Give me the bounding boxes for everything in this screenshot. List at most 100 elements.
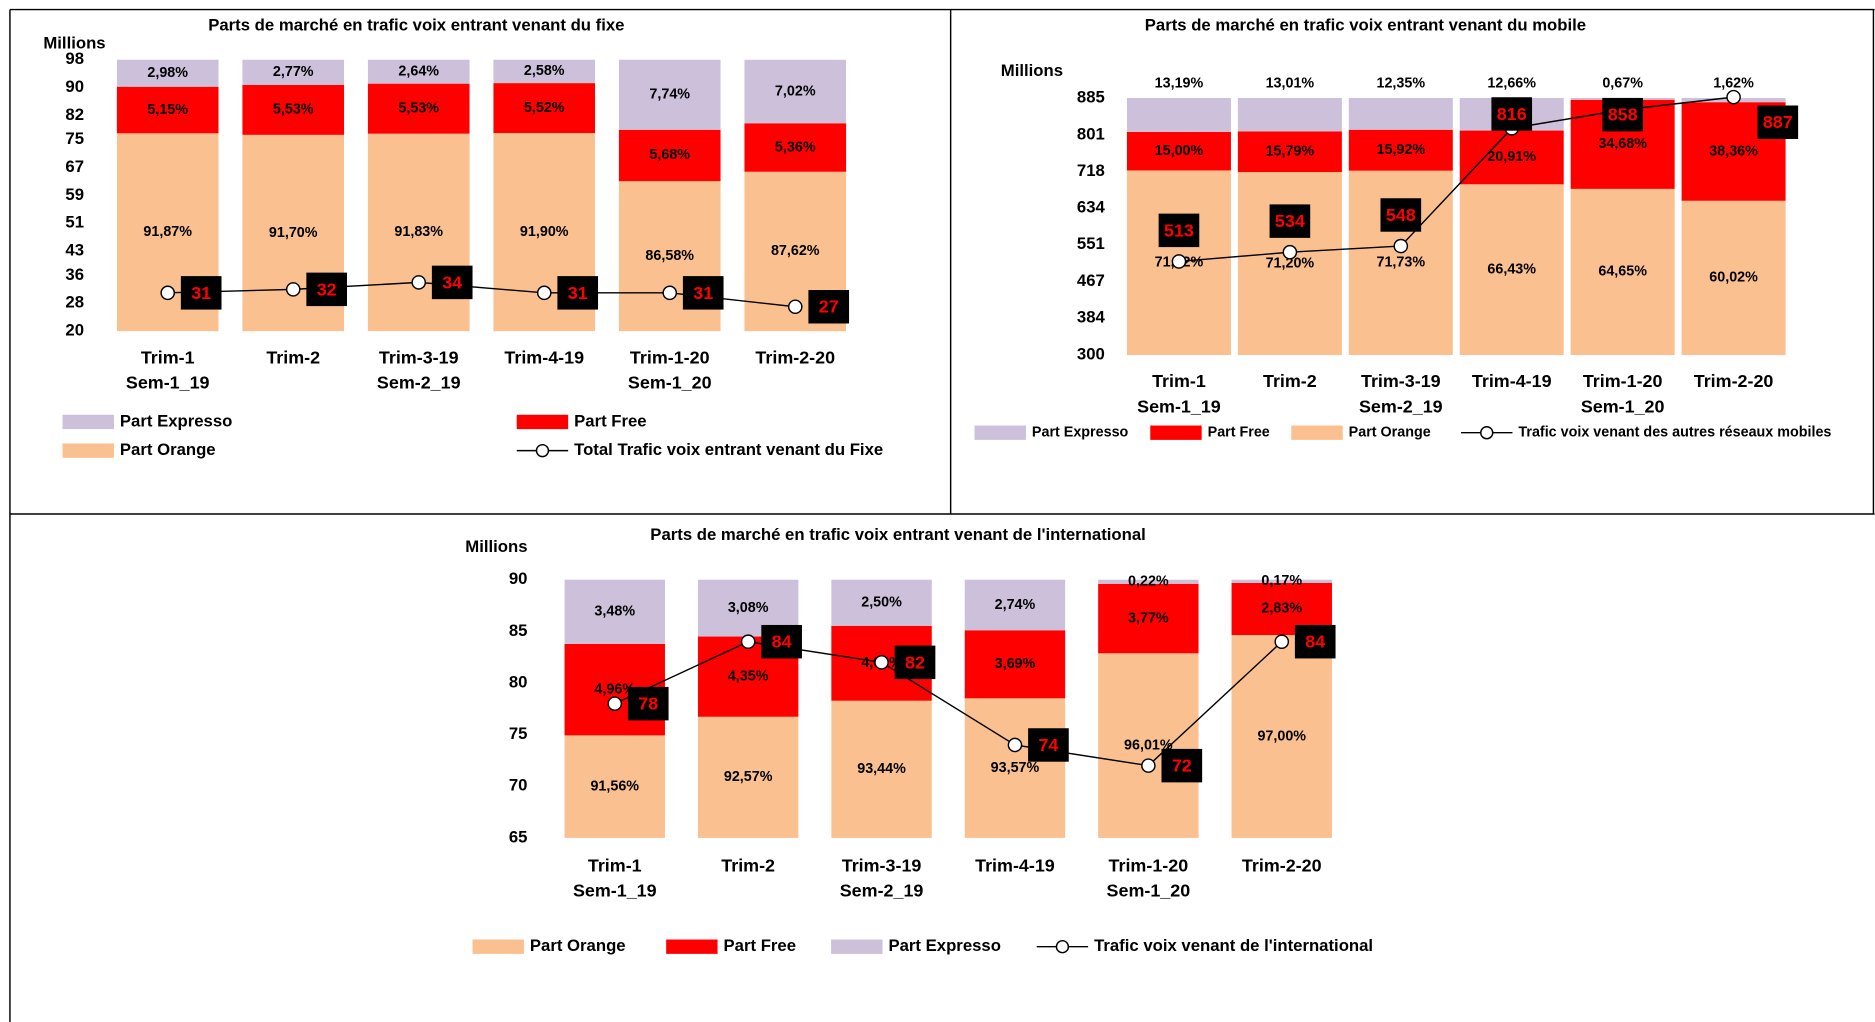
y-tick-label: 98 xyxy=(65,49,84,68)
value-label: 71,73% xyxy=(1377,255,1426,271)
y-tick-label: 67 xyxy=(65,157,84,176)
data-label: 548 xyxy=(1386,205,1416,225)
line-marker xyxy=(662,285,678,301)
data-label: 816 xyxy=(1497,104,1527,124)
y-tick-label: 467 xyxy=(1077,271,1105,290)
value-label: 91,70% xyxy=(269,225,318,241)
legend-swatch xyxy=(516,414,569,430)
value-label: 3,77% xyxy=(1128,610,1169,626)
data-label-box xyxy=(627,686,669,721)
legend-label: Part Orange xyxy=(530,936,626,955)
bar-segment xyxy=(1126,98,1231,132)
value-label: 91,83% xyxy=(394,224,443,240)
y-tick-label: 801 xyxy=(1077,124,1105,143)
value-label: 34,68% xyxy=(1598,136,1647,152)
legend-swatch xyxy=(1150,425,1202,440)
x-tick-label: Sem-2_19 xyxy=(840,880,924,900)
bar-segment xyxy=(1237,172,1342,356)
y-tick-label: 551 xyxy=(1077,234,1105,253)
bar-segment xyxy=(744,59,847,124)
bar-segment xyxy=(242,84,345,135)
bar-segment xyxy=(744,123,847,172)
axis-label: Millions xyxy=(465,537,527,556)
x-tick-label: Trim-3-19 xyxy=(1361,371,1441,391)
value-label: 5,36% xyxy=(775,139,816,155)
data-label: 84 xyxy=(1305,632,1325,652)
x-tick-label: Trim-3-19 xyxy=(842,855,922,875)
x-tick-label: Trim-2-20 xyxy=(755,347,835,367)
bar-segment xyxy=(964,630,1066,699)
legend-label: Trafic voix venant des autres réseaux mo… xyxy=(1518,424,1831,440)
x-tick-label: Sem-1_19 xyxy=(573,880,657,900)
y-tick-label: 65 xyxy=(509,827,528,846)
data-label-box xyxy=(557,276,599,310)
legend-label: Part Orange xyxy=(120,440,216,459)
data-label-box xyxy=(1158,213,1200,248)
value-label: 97,00% xyxy=(1257,728,1306,744)
value-label: 87,62% xyxy=(771,243,820,259)
data-label: 534 xyxy=(1275,211,1305,231)
value-label: 64,65% xyxy=(1598,264,1647,280)
data-label-box xyxy=(431,265,473,300)
data-label: 513 xyxy=(1164,220,1194,240)
line-marker xyxy=(285,282,301,297)
value-label: 5,52% xyxy=(524,100,565,116)
value-label: 4,96% xyxy=(594,681,635,697)
value-label: 0,17% xyxy=(1261,573,1302,589)
bar-segment xyxy=(831,700,932,838)
legend-label: Part Free xyxy=(1208,424,1270,440)
line-marker xyxy=(1274,634,1290,649)
value-label: 2,50% xyxy=(861,595,902,611)
bar-segment xyxy=(1570,188,1675,356)
line-marker xyxy=(160,285,176,301)
line-marker xyxy=(1171,254,1187,269)
data-label: 74 xyxy=(1038,735,1058,755)
line-marker xyxy=(536,285,552,301)
data-label-box xyxy=(306,272,348,307)
y-tick-label: 885 xyxy=(1077,87,1105,106)
bar-segment xyxy=(1231,579,1332,583)
line-marker xyxy=(874,655,889,670)
x-tick-label: Trim-4-19 xyxy=(504,347,584,367)
data-label: 27 xyxy=(819,297,839,317)
y-tick-label: 384 xyxy=(1077,308,1106,327)
x-tick-label: Trim-1 xyxy=(1152,371,1206,391)
data-label-box xyxy=(1491,97,1533,131)
bar-segment xyxy=(1237,98,1342,132)
bar-segment xyxy=(493,83,596,134)
legend-label: Part Expresso xyxy=(1032,424,1129,440)
value-label: 5,53% xyxy=(273,102,314,118)
y-tick-label: 59 xyxy=(65,185,84,204)
data-label-box xyxy=(1269,204,1311,238)
x-tick-label: Trim-1-20 xyxy=(630,347,710,367)
value-label: 3,69% xyxy=(995,656,1036,672)
bar-segment xyxy=(1348,129,1453,171)
line xyxy=(614,640,1283,767)
axis-label: Millions xyxy=(43,34,105,53)
bar-segment xyxy=(697,716,799,838)
bar-segment xyxy=(1231,635,1332,838)
data-label: 31 xyxy=(191,283,211,303)
value-label: 2,77% xyxy=(273,64,314,80)
legend-label: Trafic voix venant de l'international xyxy=(1094,936,1373,955)
data-label-box xyxy=(1028,728,1069,762)
value-label: 5,53% xyxy=(398,100,439,116)
x-tick-label: Sem-1_20 xyxy=(1581,396,1665,416)
data-label: 78 xyxy=(638,694,658,714)
bar-segment xyxy=(618,59,721,130)
bar-segment xyxy=(367,83,470,134)
bar-segment xyxy=(1098,583,1199,654)
chart-title: Parts de marché en trafic voix entrant v… xyxy=(208,16,624,35)
value-label: 12,35% xyxy=(1377,75,1426,91)
value-label: 15,00% xyxy=(1155,143,1204,159)
value-label: 86,58% xyxy=(645,248,694,264)
x-tick-label: Trim-2 xyxy=(721,855,775,875)
x-tick-label: Trim-1 xyxy=(588,855,642,875)
x-tick-label: Trim-2 xyxy=(1263,371,1317,391)
legend-swatch xyxy=(666,939,718,954)
line-marker xyxy=(787,299,803,315)
legend-swatch xyxy=(472,939,524,954)
chart-title: Parts de marché en trafic voix entrant v… xyxy=(650,525,1145,544)
legend-label: Part Expresso xyxy=(120,411,232,430)
value-label: 15,79% xyxy=(1266,144,1315,160)
